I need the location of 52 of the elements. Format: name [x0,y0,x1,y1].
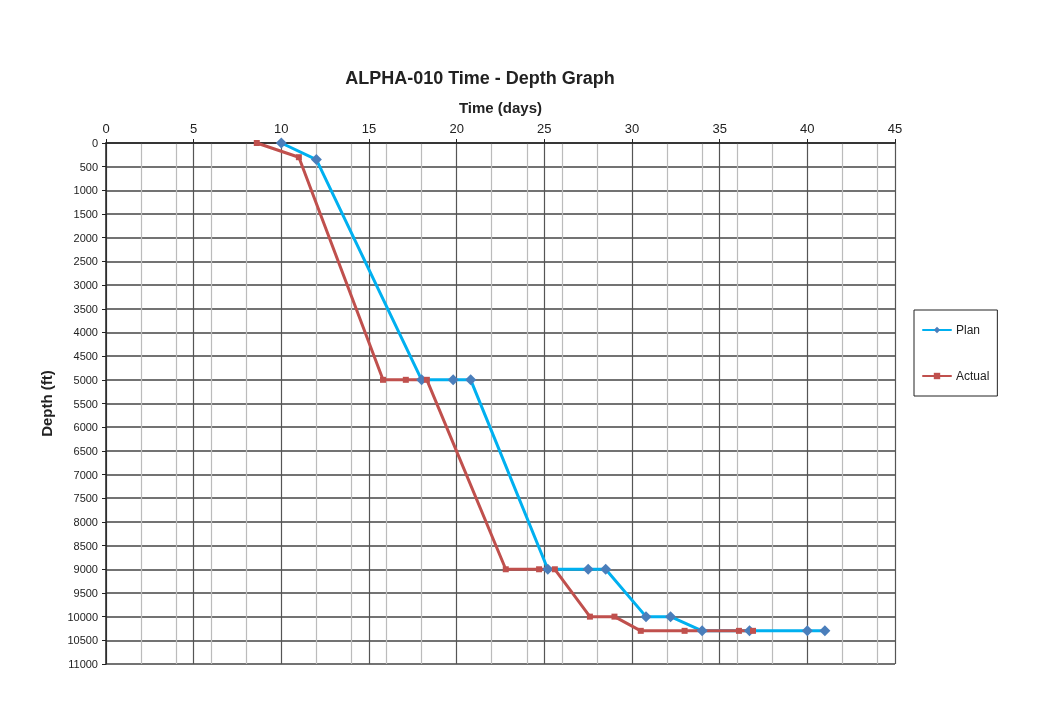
y-tick-label: 9000 [73,563,98,576]
point [681,627,688,634]
x-tick-label: 10 [274,121,289,136]
point [551,566,558,573]
y-tick-label: 7000 [73,468,98,481]
y-tick-label: 3500 [73,302,98,315]
y-tick-label: 7500 [73,492,98,505]
x-tick-label: 25 [537,121,552,136]
point [502,566,509,573]
legend-label: Plan [956,323,981,337]
x-tick-label: 35 [712,121,727,136]
x-tick-label: 15 [361,121,377,136]
point [380,376,387,383]
y-axis-title: Depth (ft) [38,370,55,437]
y-tick-label: 0 [91,137,98,149]
y-tick-label: 10000 [67,610,98,623]
point [611,613,618,620]
y-tick-label: 10500 [67,634,98,647]
y-tick-label: 5500 [73,397,98,410]
y-tick-label: 11000 [68,658,98,670]
legend-label: Actual [956,369,990,383]
point [749,627,756,634]
y-tick-label: 500 [79,160,98,173]
chart-title: ALPHA-010 Time - Depth Graph [345,68,615,88]
x-tick-label: 5 [190,121,198,136]
y-tick-label: 6000 [73,421,98,434]
y-tick-label: 4000 [73,326,98,339]
point [295,154,302,161]
y-tick-label: 1500 [73,208,98,221]
point [253,140,260,146]
x-tick-label: 30 [624,121,640,136]
x-tick-label: 20 [449,121,464,136]
x-axis-title: Time (days) [458,99,543,116]
point [586,613,593,620]
point [402,376,409,383]
y-tick-label: 8000 [73,515,98,528]
y-tick-label: 2000 [73,231,98,244]
y-tick-label: 3000 [73,279,98,292]
point [536,566,543,573]
x-tick-label: 0 [102,121,110,136]
y-tick-label: 1000 [73,184,98,197]
point [423,376,430,383]
x-tick-label: 45 [887,121,903,136]
y-tick-label: 8500 [73,539,98,552]
y-tick-label: 4500 [73,350,98,363]
y-tick-label: 2500 [73,255,98,268]
x-tick-label: 40 [800,121,815,136]
point [637,627,644,634]
y-tick-label: 9500 [73,586,98,599]
point [735,627,742,634]
y-tick-label: 5000 [73,373,98,386]
y-tick-label: 6500 [73,444,98,457]
